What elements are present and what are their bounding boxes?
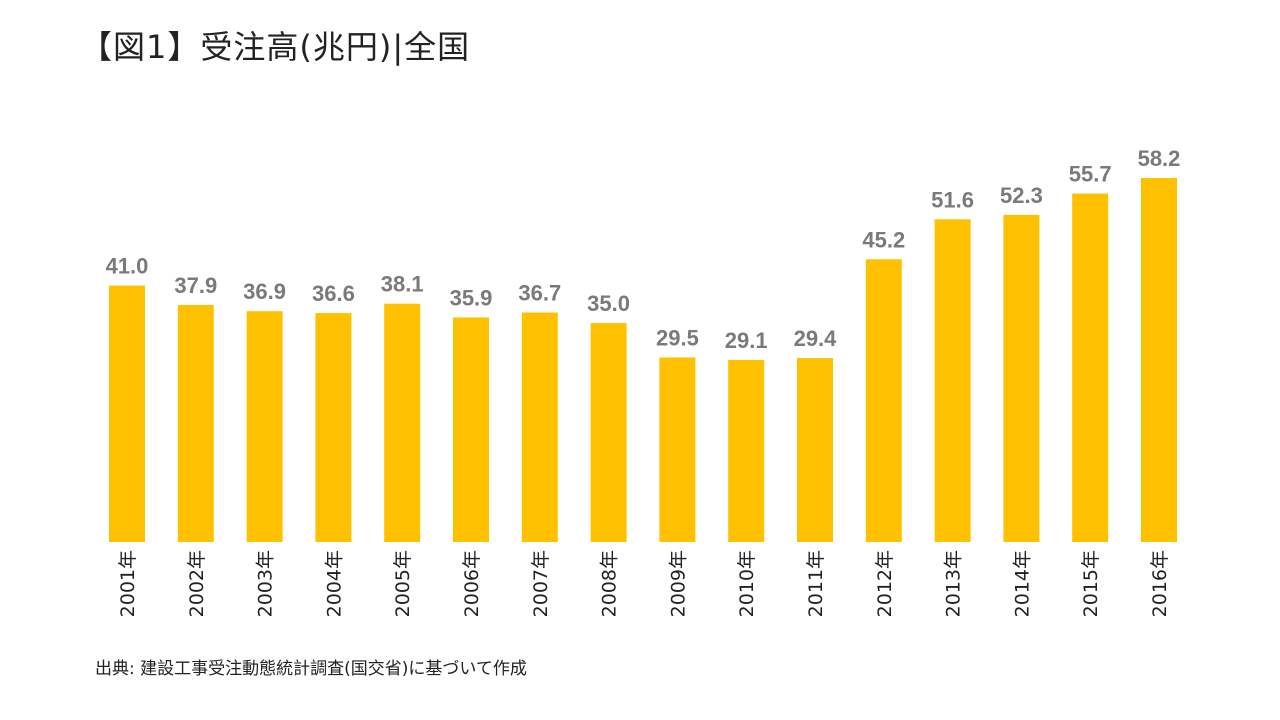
x-tick-label: 2001年 [117, 550, 139, 617]
x-tick-label: 2008年 [599, 550, 621, 617]
bar-value-label: 41.0 [106, 254, 149, 279]
bars-group [109, 178, 1177, 543]
x-tick-label: 2009年 [667, 550, 689, 617]
x-tick-label: 2014年 [1011, 550, 1033, 617]
bar-value-label: 52.3 [1000, 183, 1043, 208]
bar-2005年 [384, 303, 421, 542]
bar-2001年 [109, 285, 145, 542]
x-tick-label: 2007年 [530, 550, 552, 617]
bar-value-label: 51.6 [931, 187, 974, 212]
bar-value-label: 36.6 [312, 281, 355, 306]
bar-value-label: 37.9 [174, 273, 217, 298]
bar-2007年 [521, 312, 558, 542]
x-tick-label: 2011年 [805, 550, 827, 617]
bar-value-label: 29.5 [656, 326, 699, 351]
x-tick-label: 2004年 [323, 550, 345, 617]
bar-value-label: 29.1 [725, 328, 768, 353]
bar-value-label: 55.7 [1069, 162, 1112, 187]
bar-value-label: 35.9 [450, 286, 493, 311]
bar-value-label: 36.7 [518, 281, 561, 306]
x-tick-label: 2005年 [392, 550, 414, 617]
bar-value-label: 35.0 [587, 291, 630, 316]
value-labels-group: 41.0 37.9 36.9 36.6 38.1 35.9 36.7 35.0 29.5 29.1… [106, 146, 1181, 353]
bar-2012年 [865, 259, 902, 542]
bar-2003年 [246, 311, 283, 542]
chart-title: 【図1】受注高(兆円)|全国 [80, 28, 471, 66]
x-tick-label: 2012年 [874, 550, 896, 617]
bar-value-label: 29.4 [794, 326, 838, 351]
x-tick-label: 2013年 [943, 550, 965, 617]
bar-value-label: 36.9 [243, 279, 286, 304]
bar-value-label: 45.2 [862, 227, 905, 252]
x-tick-label: 2002年 [186, 550, 208, 617]
x-tick-label: 2016年 [1149, 550, 1171, 617]
bar-2014年 [1003, 214, 1040, 542]
bar-2009年 [659, 357, 696, 542]
bar-2016年 [1141, 178, 1177, 542]
x-tick-label: 2003年 [255, 550, 277, 617]
bar-2011年 [797, 358, 833, 542]
bar-2015年 [1072, 193, 1109, 542]
x-tick-labels-group: 2001年 2002年 2003年 2004年 2005年 2006年 2007年 2008年… [117, 550, 1171, 617]
x-tick-label: 2010年 [736, 550, 758, 617]
bar-value-label: 58.2 [1138, 146, 1181, 171]
bar-2010年 [728, 360, 765, 542]
bar-2002年 [177, 305, 214, 542]
bar-2006年 [453, 317, 489, 542]
bar-2008年 [590, 323, 627, 542]
x-tick-label: 2015年 [1080, 550, 1102, 617]
bar-value-label: 38.1 [381, 272, 424, 297]
x-tick-label: 2006年 [461, 550, 483, 617]
bar-2013年 [934, 219, 971, 543]
bar-2004年 [315, 313, 352, 542]
source-note: 出典: 建設工事受注動態統計調査(国交省)に基づいて作成 [95, 659, 527, 679]
